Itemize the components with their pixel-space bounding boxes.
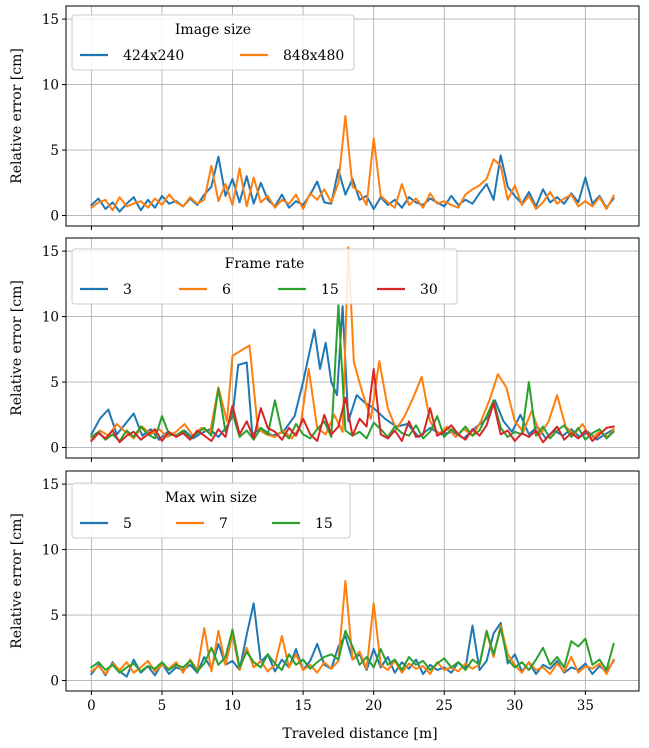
- legend-box: [71, 248, 458, 305]
- y-tick-label: 10: [42, 78, 59, 94]
- series-line-30: [89, 368, 615, 444]
- legend-title: Image size: [175, 22, 251, 38]
- x-tick-label: 5: [158, 698, 167, 714]
- axes-frame: [65, 470, 640, 692]
- x-axis-label: Traveled distance [m]: [282, 726, 437, 742]
- legend-title: Frame rate: [225, 256, 305, 272]
- y-tick-label: 10: [42, 543, 59, 559]
- y-tick-label: 5: [50, 608, 59, 624]
- legend: Max win size 5 7 15: [71, 482, 351, 539]
- y-axis-label: Relative error [cm]: [9, 513, 25, 649]
- x-tick-label: 35: [577, 698, 594, 714]
- series-line-6: [89, 246, 615, 442]
- legend-label-848x480: 848x480: [283, 48, 344, 64]
- legend: Image size 424x240 848x480: [71, 14, 355, 71]
- legend-box: [71, 482, 351, 539]
- legend-label-30: 30: [420, 282, 438, 298]
- panel-2: 0 5 10 15 Relative error [cm] Frame rate 3 6 15 3…: [9, 237, 640, 462]
- legend-box: [71, 14, 355, 71]
- legend-label-5: 5: [123, 516, 132, 532]
- legend-label-7: 7: [219, 516, 228, 532]
- legend-label-6: 6: [222, 282, 231, 298]
- axes-frame: [65, 5, 640, 227]
- y-tick-label: 0: [50, 674, 59, 690]
- legend-label-15: 15: [321, 282, 339, 298]
- series-line-848x480: [90, 115, 615, 212]
- legend-label-3: 3: [123, 282, 132, 298]
- axes-frame: [65, 237, 640, 459]
- y-tick-label: 15: [42, 12, 59, 28]
- legend: Frame rate 3 6 15 30: [71, 248, 458, 305]
- series-line-15: [90, 627, 615, 674]
- y-tick-label: 15: [42, 477, 59, 493]
- legend-label-15: 15: [315, 516, 333, 532]
- x-tick-label: 20: [365, 698, 382, 714]
- panel-3: 0 5 10 15 20 25 30 35 0 5 10 15 Relative error [cm] M…: [9, 470, 640, 714]
- panel-1: 0 5 10 15 Relative error [cm] Image size 424x2…: [9, 5, 640, 230]
- x-tick-label: 25: [436, 698, 453, 714]
- y-tick-label: 0: [50, 441, 59, 457]
- series-line-5: [89, 602, 615, 678]
- y-tick-label: 10: [42, 310, 59, 326]
- x-tick-label: 15: [295, 698, 312, 714]
- y-axis-label: Relative error [cm]: [9, 280, 25, 416]
- legend-title: Max win size: [165, 490, 257, 506]
- y-tick-label: 15: [42, 244, 59, 260]
- x-tick-label: 0: [87, 698, 96, 714]
- y-tick-label: 5: [50, 143, 59, 159]
- x-tick-label: 30: [506, 698, 523, 714]
- x-tick-label: 10: [224, 698, 241, 714]
- legend-label-424x240: 424x240: [123, 48, 184, 64]
- y-axis-label: Relative error [cm]: [9, 48, 25, 184]
- y-tick-label: 5: [50, 375, 59, 391]
- y-tick-label: 0: [50, 209, 59, 225]
